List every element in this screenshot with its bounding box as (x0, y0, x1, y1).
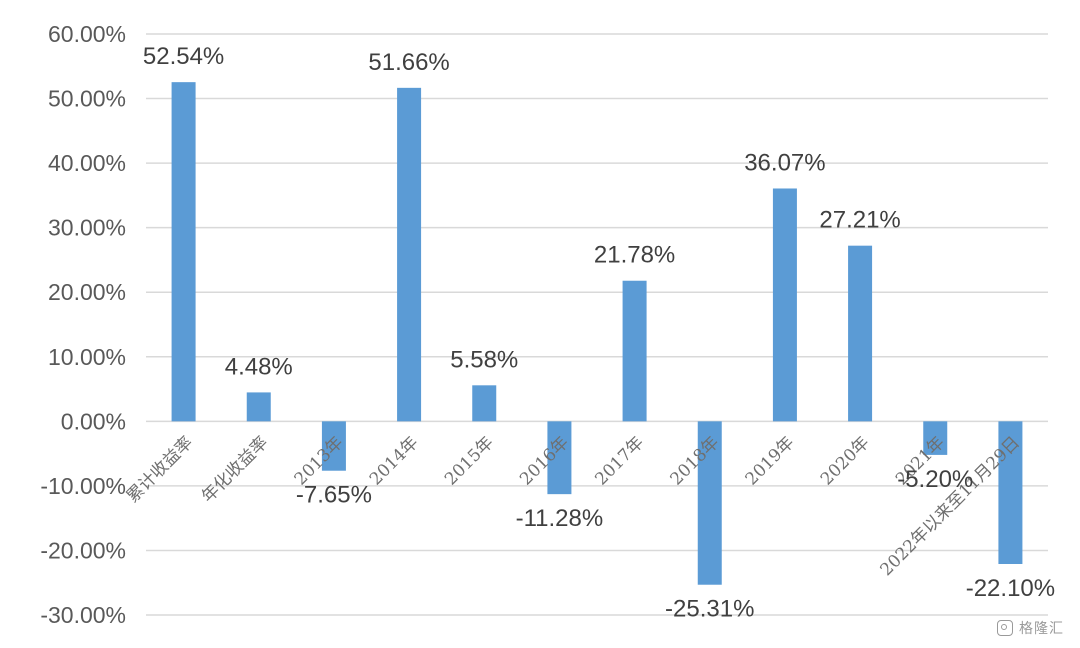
y-tick-label: 30.00% (48, 215, 126, 241)
data-label: 36.07% (744, 149, 825, 176)
y-tick-label: 20.00% (48, 279, 126, 305)
bar (171, 82, 196, 422)
watermark: 格隆汇 (997, 618, 1064, 638)
x-category-label: 累计收益率 (123, 433, 197, 507)
x-category-label: 2014年 (366, 433, 423, 490)
y-tick-label: 60.00% (48, 21, 126, 47)
x-category-label: 2017年 (591, 433, 648, 490)
y-tick-label: -30.00% (40, 602, 126, 628)
watermark-text: 格隆汇 (1019, 621, 1064, 637)
gelonghui-logo-icon (997, 620, 1013, 636)
data-label: -11.28% (516, 505, 604, 532)
bar (848, 245, 873, 422)
bar (772, 188, 797, 422)
x-category-label: 2020年 (817, 433, 874, 490)
data-label: -7.65% (296, 482, 372, 509)
data-label: 5.58% (450, 346, 518, 373)
bar (472, 385, 497, 422)
x-category-label: 2019年 (742, 433, 799, 490)
bar (923, 421, 948, 455)
x-category-label: 年化收益率 (198, 433, 272, 507)
data-label: 27.21% (819, 207, 900, 234)
y-tick-label: 40.00% (48, 150, 126, 176)
data-label: 52.54% (143, 43, 224, 70)
bar (547, 421, 572, 495)
data-label: 4.48% (225, 353, 293, 380)
data-label: -25.31% (665, 596, 754, 623)
y-tick-label: -20.00% (40, 537, 126, 563)
bar (697, 421, 722, 585)
data-label: 21.78% (594, 242, 675, 269)
data-label: -22.10% (966, 575, 1055, 602)
bar (321, 421, 346, 471)
bar (998, 421, 1023, 565)
data-label: 51.66% (368, 49, 449, 76)
y-tick-label: 10.00% (48, 344, 126, 370)
bar (622, 280, 647, 422)
bar (246, 392, 271, 422)
y-tick-label: -10.00% (40, 473, 126, 499)
bar (397, 87, 422, 422)
y-tick-label: 50.00% (48, 86, 126, 112)
data-label: -5.20% (897, 466, 973, 493)
x-category-label: 2015年 (441, 433, 498, 490)
y-tick-label: 0.00% (61, 408, 126, 434)
